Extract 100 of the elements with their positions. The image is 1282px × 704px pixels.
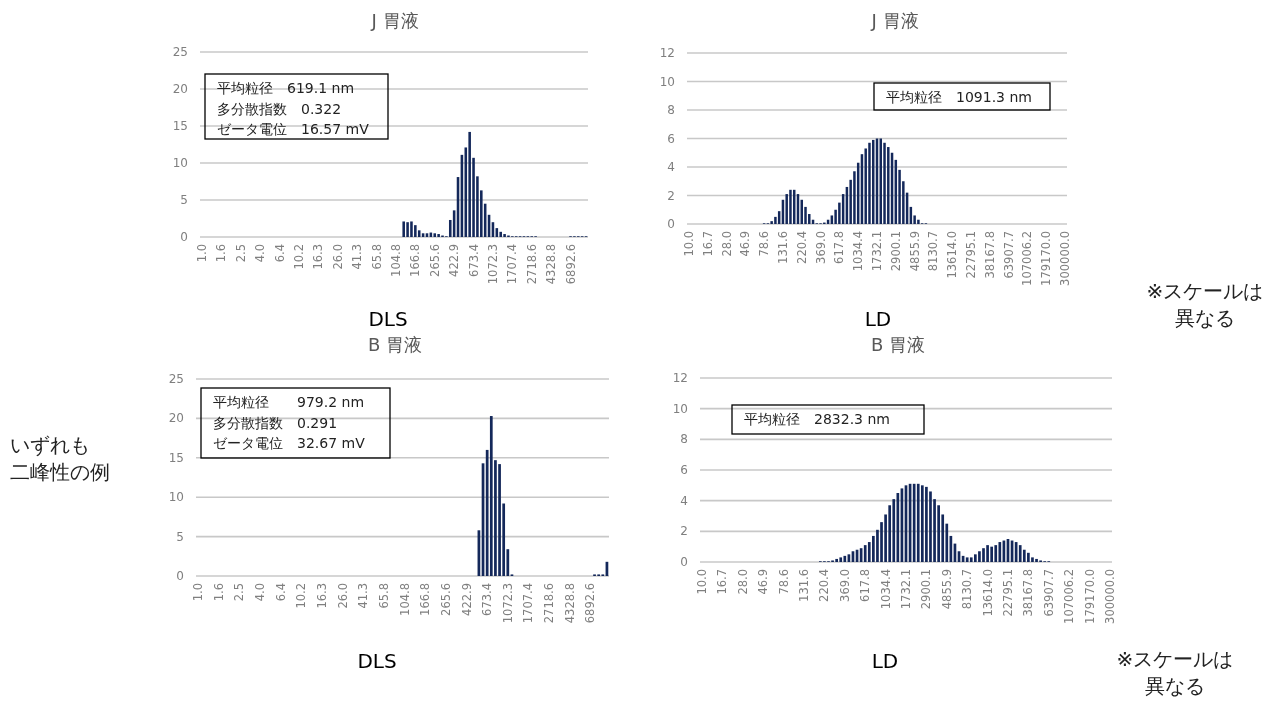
y-tick-label: 12: [659, 46, 675, 60]
x-tick-label: 2718.6: [542, 583, 557, 624]
x-tick-label: 4.0: [253, 244, 268, 263]
x-tick-label: 38167.8: [982, 231, 997, 279]
x-tick-label: 107006.2: [1020, 231, 1035, 286]
x-tick-label: 10.2: [291, 244, 306, 270]
x-tick-label: 1034.4: [878, 569, 893, 610]
bar: [998, 542, 1002, 562]
bar: [498, 464, 501, 576]
x-tick-label: 2.5: [233, 244, 248, 263]
bar: [896, 493, 900, 562]
chart-title: J 胃液: [370, 10, 419, 31]
bar: [978, 551, 981, 562]
bar: [770, 221, 773, 224]
annotation: ゼータ電位 32.67 mV: [213, 435, 366, 451]
x-tick-label: 166.8: [418, 583, 433, 616]
x-tick-label: 22795.1: [964, 231, 979, 279]
x-tick-label: 46.9: [738, 231, 753, 257]
x-tick-label: 78.6: [776, 569, 791, 595]
x-tick-label: 10.2: [294, 583, 309, 609]
annotation: 平均粒径 619.1 nm: [217, 80, 355, 96]
y-tick-label: 10: [168, 490, 184, 505]
x-tick-label: 265.6: [438, 583, 453, 616]
y-tick-label: 25: [168, 372, 184, 386]
bar: [929, 491, 932, 562]
bar: [789, 189, 792, 224]
bar: [974, 554, 977, 562]
x-tick-label: 300000.0: [1102, 569, 1117, 624]
annotation: 平均粒径 979.2 nm: [213, 394, 365, 410]
text: 異なる: [1145, 674, 1205, 698]
x-tick-label: 4328.8: [544, 244, 559, 285]
x-tick-label: 1732.1: [899, 569, 913, 610]
bar: [414, 225, 417, 237]
x-tick-label: 6.4: [272, 244, 287, 263]
text: いずれも: [10, 433, 90, 457]
x-tick-label: 166.8: [408, 244, 423, 277]
bar: [916, 483, 920, 562]
bar: [835, 558, 838, 562]
bar: [912, 483, 916, 562]
y-tick-label: 20: [172, 82, 188, 96]
bar: [925, 486, 928, 562]
text: 二峰性の例: [10, 460, 110, 484]
x-tick-label: 10.0: [695, 569, 710, 595]
x-tick-label: 78.6: [757, 231, 772, 257]
bar: [917, 219, 920, 224]
text: ※スケールは: [1116, 647, 1234, 671]
bar: [986, 545, 989, 562]
x-tick-label: 220.4: [794, 231, 809, 264]
x-tick-label: 131.6: [797, 569, 812, 602]
x-tick-label: 179170.0: [1082, 569, 1097, 624]
x-tick-label: 422.9: [447, 244, 462, 277]
x-tick-label: 1072.3: [500, 583, 515, 624]
x-tick-label: 1732.1: [870, 231, 884, 272]
x-tick-label: 179170.0: [1039, 231, 1054, 286]
x-tick-label: 265.6: [427, 244, 442, 277]
x-tick-label: 4855.9: [907, 231, 922, 272]
y-tick-label: 8: [680, 432, 688, 447]
x-axis-title: LD: [864, 307, 892, 331]
y-tick-label: 6: [667, 131, 675, 146]
x-tick-label: 1034.4: [851, 231, 866, 272]
bar: [965, 557, 969, 562]
bar: [437, 234, 440, 237]
bar: [990, 546, 994, 562]
x-tick-label: 369.0: [813, 231, 828, 264]
x-tick-label: 2.5: [232, 583, 247, 602]
annotation: 平均粒径 1091.3 nm: [886, 89, 1032, 105]
x-tick-label: 107006.2: [1062, 569, 1077, 624]
x-tick-label: 6892.6: [583, 583, 598, 624]
x-tick-label: 617.8: [858, 569, 873, 602]
y-tick-label: 6: [680, 463, 688, 477]
bar: [982, 548, 985, 562]
x-tick-label: 26.0: [330, 244, 345, 270]
y-tick-label: 2: [680, 524, 688, 539]
x-tick-label: 1072.3: [485, 244, 500, 285]
x-tick-label: 1.6: [211, 583, 226, 602]
text: 異なる: [1175, 306, 1235, 330]
text: ※スケールは: [1146, 279, 1264, 303]
x-axis-title: DLS: [368, 307, 408, 331]
bar: [468, 131, 471, 237]
chart-title: B 胃液: [870, 334, 926, 355]
y-tick-label: 10: [172, 156, 188, 170]
y-tick-label: 12: [672, 371, 688, 385]
bar: [489, 416, 493, 576]
bar: [969, 557, 973, 562]
y-tick-label: 0: [680, 555, 688, 569]
x-tick-label: 4855.9: [939, 569, 954, 610]
x-tick-label: 1.0: [191, 583, 206, 602]
y-tick-label: 5: [180, 193, 188, 207]
bar: [785, 194, 788, 224]
y-tick-label: 0: [667, 217, 675, 231]
x-tick-label: 22795.1: [1000, 569, 1015, 617]
bar: [883, 142, 886, 224]
x-tick-label: 38167.8: [1021, 569, 1036, 617]
x-tick-label: 369.0: [837, 569, 852, 602]
x-tick-label: 28.0: [735, 569, 750, 595]
x-tick-label: 65.8: [369, 244, 384, 270]
y-tick-label: 8: [667, 103, 675, 117]
x-tick-label: 300000.0: [1058, 231, 1073, 286]
x-tick-label: 617.8: [832, 231, 847, 264]
x-tick-label: 16.3: [311, 244, 326, 270]
